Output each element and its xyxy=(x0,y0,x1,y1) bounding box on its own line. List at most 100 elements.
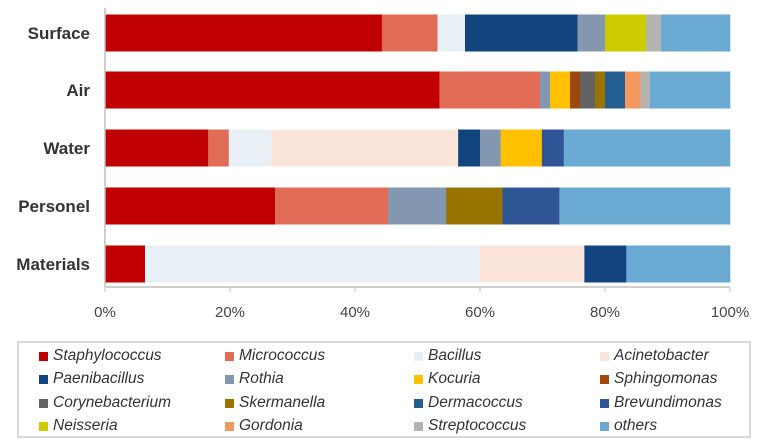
bar-segment-water-brevundimonas xyxy=(541,129,565,167)
category-labels: Surface Air Water Personel Materials xyxy=(16,24,90,274)
bar-segment-materials-staphylococcus xyxy=(105,245,146,283)
legend-label: Paenibacillus xyxy=(53,370,145,387)
tick-label: 0% xyxy=(94,304,116,321)
legend-label: Acinetobacter xyxy=(614,347,709,364)
legend-item: Skermanella xyxy=(225,394,325,412)
legend-item: others xyxy=(600,417,657,435)
bar-segment-water-others xyxy=(563,129,731,167)
bar-segment-water-acinetobacter xyxy=(271,129,459,167)
legend-swatch xyxy=(414,398,423,408)
bar-segment-water-bacillus xyxy=(228,129,272,167)
bar-segment-surface-micrococcus xyxy=(381,14,438,52)
legend-swatch xyxy=(39,398,48,408)
legend-label: Bacillus xyxy=(428,347,482,364)
legend-swatch xyxy=(225,421,234,431)
legend-label: Micrococcus xyxy=(239,347,326,364)
legend-item: Sphingomonas xyxy=(600,370,717,388)
legend-swatch xyxy=(600,421,609,431)
legend-item: Neisseria xyxy=(39,417,118,435)
bar-segment-personel-brevundimonas xyxy=(502,187,560,225)
stacked-bar-chart: Surface Air Water Personel Materials 0% 20% 40… xyxy=(16,8,749,321)
legend-label: Kocuria xyxy=(428,370,481,387)
bar-segment-water-micrococcus xyxy=(208,129,230,167)
legend-item: Brevundimonas xyxy=(600,394,722,412)
legend-label: Brevundimonas xyxy=(614,394,722,411)
legend: Staphylococcus Micrococcus Bacillus Acineto… xyxy=(17,341,751,438)
bar-segment-personel-micrococcus xyxy=(275,187,389,225)
legend-label: Skermanella xyxy=(239,394,326,411)
legend-item: Rothia xyxy=(225,370,284,388)
legend-label: others xyxy=(614,417,658,434)
bar-segment-surface-neisseria xyxy=(605,14,647,52)
legend-swatch xyxy=(600,374,609,384)
legend-label: Staphylococcus xyxy=(53,347,162,364)
category-label: Materials xyxy=(16,255,90,274)
legend-swatch xyxy=(414,421,423,431)
tick-label: 80% xyxy=(590,304,620,321)
bar-segment-air-corynebacterium xyxy=(580,71,596,109)
bar-segment-materials-paenibacillus xyxy=(584,245,627,283)
legend-swatch xyxy=(225,398,234,408)
legend-label: Gordonia xyxy=(239,417,303,434)
bar-segment-air-rothia xyxy=(540,71,551,109)
bar-segment-personel-rothia xyxy=(388,187,447,225)
legend-label: Corynebacterium xyxy=(53,394,172,411)
bar-segment-surface-bacillus xyxy=(437,14,466,52)
legend-swatch xyxy=(600,351,609,361)
bar-segment-personel-staphylococcus xyxy=(105,187,276,225)
bar-segment-air-others xyxy=(650,71,731,109)
bar-segment-surface-paenibacillus xyxy=(465,14,578,52)
bar-segment-air-skermanella xyxy=(595,71,606,109)
bar-segment-air-sphingomonas xyxy=(570,71,581,109)
bar-segment-surface-staphylococcus xyxy=(105,14,383,52)
bar-segment-water-rothia xyxy=(480,129,501,167)
legend-item: Kocuria xyxy=(414,370,481,388)
bar-segment-water-staphylococcus xyxy=(105,129,209,167)
legend-swatch xyxy=(225,351,234,361)
bar-segment-air-gordonia xyxy=(625,71,641,109)
bar-segment-materials-bacillus xyxy=(145,245,481,283)
tick-label: 60% xyxy=(465,304,495,321)
legend-item: Paenibacillus xyxy=(39,370,144,388)
legend-item: Acinetobacter xyxy=(600,347,709,365)
legend-item: Gordonia xyxy=(225,417,303,435)
legend-item: Streptococcus xyxy=(414,417,526,435)
bar-segment-surface-others xyxy=(661,14,731,52)
category-label: Surface xyxy=(28,24,90,43)
bar-segment-air-dermacoccus xyxy=(605,71,626,109)
legend-swatch xyxy=(414,351,423,361)
legend-swatch xyxy=(414,374,423,384)
legend-label: Streptococcus xyxy=(428,417,527,434)
legend-swatch xyxy=(225,374,234,384)
bar-segment-air-streptococcus xyxy=(640,71,651,109)
legend-swatch xyxy=(600,398,609,408)
x-axis-ticks: 0% 20% 40% 60% 80% 100% xyxy=(94,287,749,321)
legend-label: Neisseria xyxy=(53,417,118,434)
bar-segment-personel-skermanella xyxy=(446,187,503,225)
legend-item: Corynebacterium xyxy=(39,394,171,412)
tick-label: 40% xyxy=(340,304,370,321)
bar-segment-materials-others xyxy=(626,245,731,283)
category-label: Personel xyxy=(18,197,90,216)
legend-label: Rothia xyxy=(239,370,284,387)
legend-item: Micrococcus xyxy=(225,347,325,365)
bar-segment-air-staphylococcus xyxy=(105,71,440,109)
legend-label: Dermacoccus xyxy=(428,394,523,411)
tick-label: 100% xyxy=(711,304,749,321)
legend-label: Sphingomonas xyxy=(614,370,718,387)
bar-segment-air-kocuria xyxy=(550,71,571,109)
bar-segment-surface-streptococcus xyxy=(646,14,662,52)
bar-segment-materials-acinetobacter xyxy=(480,245,585,283)
category-label: Water xyxy=(43,139,90,158)
bar-segment-water-paenibacillus xyxy=(458,129,481,167)
legend-item: Staphylococcus xyxy=(39,347,162,365)
bar-segment-surface-rothia xyxy=(577,14,606,52)
category-label: Air xyxy=(66,81,90,100)
bar-segment-air-micrococcus xyxy=(439,71,541,109)
bar-segment-personel-others xyxy=(559,187,731,225)
bars xyxy=(105,14,731,283)
legend-swatch xyxy=(39,374,48,384)
legend-item: Bacillus xyxy=(414,347,481,365)
legend-swatch xyxy=(39,421,48,431)
tick-label: 20% xyxy=(215,304,245,321)
